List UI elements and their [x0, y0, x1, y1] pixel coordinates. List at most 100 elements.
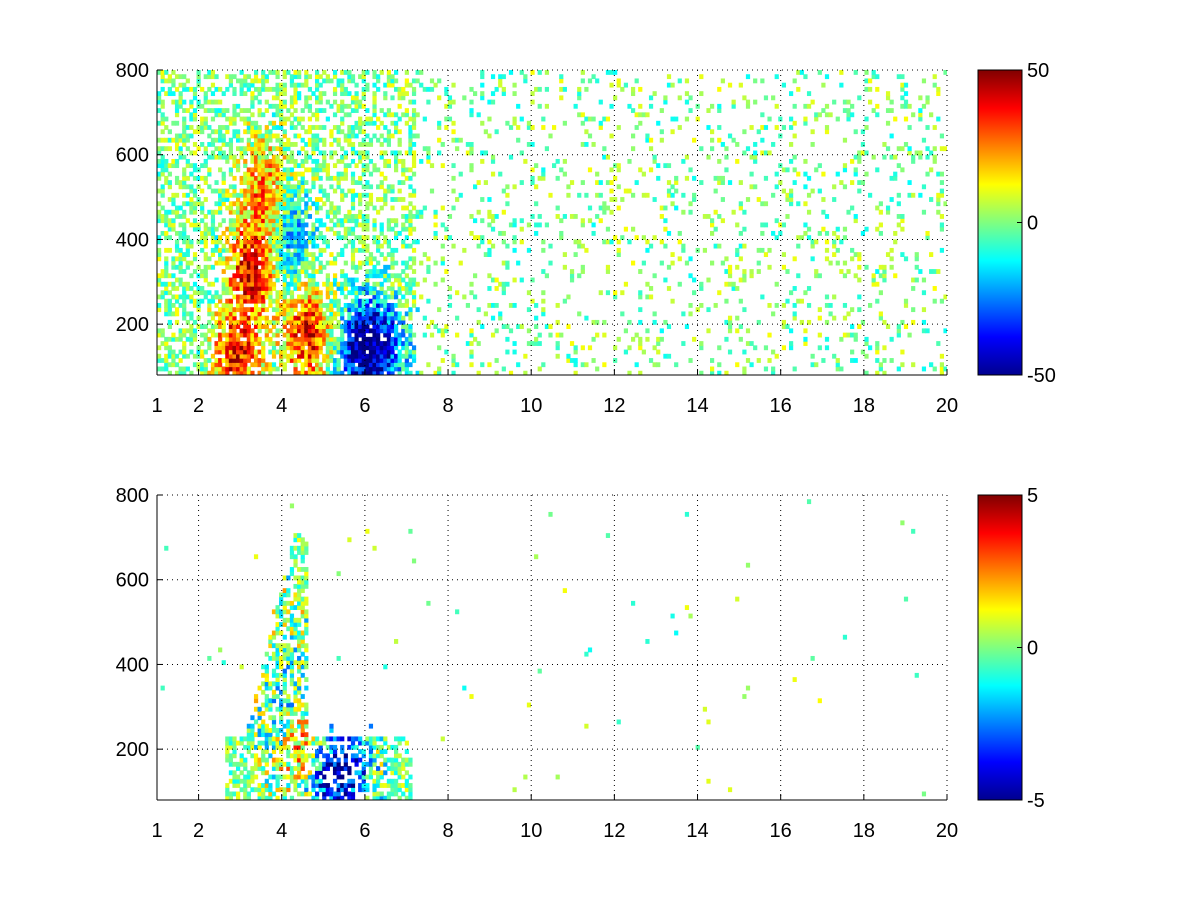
heatmap-cell: [297, 744, 302, 750]
heatmap-cell: [842, 302, 848, 308]
heatmap-cell: [243, 761, 248, 767]
heatmap-cell: [383, 302, 388, 308]
heatmap-cell: [699, 341, 704, 346]
heatmap-cell: [659, 336, 664, 342]
heatmap-cell: [501, 209, 506, 215]
heatmap-cell: [386, 286, 392, 291]
heatmap-cell: [271, 727, 277, 733]
heatmap-cell: [192, 252, 198, 257]
heatmap-cell: [354, 222, 359, 228]
heatmap-cell: [508, 222, 514, 228]
heatmap-cell: [210, 218, 216, 224]
heatmap-cell: [171, 256, 176, 262]
heatmap-cell: [411, 345, 417, 351]
heatmap-cell: [174, 205, 180, 211]
heatmap-cell: [537, 222, 542, 228]
heatmap-cell: [282, 723, 287, 729]
heatmap-cell: [297, 766, 302, 771]
heatmap-cell: [864, 125, 869, 130]
heatmap-cell: [289, 192, 295, 198]
heatmap-cell: [839, 269, 844, 274]
heatmap-cell: [297, 740, 302, 746]
heatmap-cell: [192, 192, 198, 198]
heatmap-cell: [806, 209, 812, 215]
heatmap-cell: [232, 222, 237, 228]
heatmap-cell: [203, 273, 208, 279]
heatmap-cell: [853, 358, 858, 363]
heatmap-cell: [332, 358, 338, 363]
heatmap-cell: [192, 226, 198, 232]
heatmap-cell: [250, 243, 255, 249]
heatmap-cell: [257, 158, 262, 164]
heatmap-cell: [275, 273, 280, 279]
heatmap-cell: [297, 605, 302, 610]
heatmap-cell: [300, 613, 305, 619]
heatmap-cell: [228, 341, 234, 346]
heatmap-cell: [325, 260, 330, 266]
heatmap-cell: [821, 82, 826, 88]
heatmap-cell: [760, 78, 765, 84]
heatmap-cell: [174, 307, 180, 313]
heatmap-cell: [264, 192, 269, 198]
heatmap-cell: [832, 230, 837, 236]
heatmap-cell: [868, 99, 873, 105]
heatmap-cell: [911, 277, 916, 283]
heatmap-cell: [171, 70, 176, 75]
heatmap-cell: [343, 302, 348, 308]
heatmap-cell: [264, 158, 269, 164]
heatmap-cell: [297, 533, 302, 538]
heatmap-cell: [548, 324, 553, 330]
heatmap-cell: [232, 341, 237, 346]
heatmap-cell: [437, 120, 442, 126]
heatmap-cell: [559, 235, 564, 241]
heatmap-cell: [246, 146, 251, 152]
heatmap-cell: [282, 197, 287, 202]
heatmap-cell: [835, 358, 840, 363]
heatmap-cell: [315, 315, 320, 321]
heatmap-cell: [221, 180, 226, 185]
heatmap-cell: [174, 294, 180, 300]
heatmap-cell: [192, 108, 198, 113]
heatmap-cell: [250, 150, 255, 156]
heatmap-cell: [271, 222, 277, 228]
heatmap-cell: [602, 209, 607, 215]
heatmap-cell: [386, 311, 392, 317]
heatmap-cell: [225, 188, 230, 194]
heatmap-cell: [688, 95, 693, 101]
heatmap-cell: [796, 273, 801, 279]
heatmap-cell: [210, 209, 216, 215]
heatmap-cell: [304, 311, 309, 317]
heatmap-cell: [297, 74, 302, 80]
heatmap-cell: [401, 214, 406, 219]
heatmap-cell: [379, 370, 384, 375]
heatmap-cell: [386, 243, 392, 249]
heatmap-cell: [286, 142, 291, 147]
heatmap-cell: [243, 298, 248, 304]
heatmap-cell: [286, 753, 291, 759]
heatmap-cell: [293, 575, 298, 581]
heatmap-cell: [918, 112, 923, 118]
heatmap-cell: [275, 349, 280, 355]
heatmap-cell: [203, 91, 208, 97]
heatmap-cell: [386, 108, 392, 113]
heatmap-cell: [178, 91, 183, 97]
heatmap-cell: [322, 353, 327, 359]
heatmap-cell: [383, 311, 388, 317]
heatmap-cell: [332, 209, 338, 215]
heatmap-cell: [268, 243, 273, 249]
heatmap-cell: [372, 336, 377, 342]
heatmap-cell: [526, 328, 532, 334]
heatmap-cell: [192, 129, 198, 135]
heatmap-cell: [598, 99, 603, 105]
heatmap-cell: [451, 129, 456, 135]
heatmap-cell: [264, 651, 269, 657]
heatmap-cell: [221, 328, 226, 334]
heatmap-cell: [304, 150, 309, 156]
heatmap-cell: [932, 82, 937, 88]
heatmap-cell: [279, 706, 284, 712]
heatmap-cell: [271, 719, 277, 725]
heatmap-cell: [160, 358, 165, 363]
heatmap-cell: [268, 774, 273, 780]
heatmap-cell: [921, 307, 927, 313]
heatmap-cell: [354, 91, 359, 97]
